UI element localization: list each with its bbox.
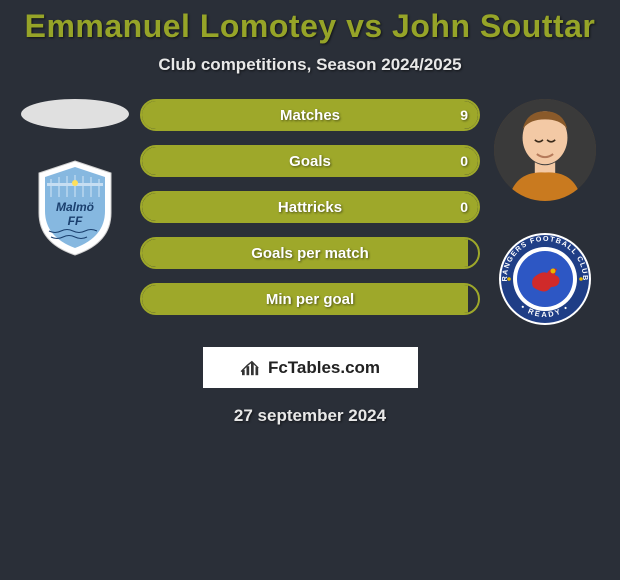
svg-text:FF: FF [68, 214, 83, 228]
barchart-icon [240, 359, 262, 377]
player-left-club-logo: Malmö FF [25, 157, 125, 257]
bar-label: Min per goal [266, 291, 354, 308]
comparison-row: Malmö FF Matches 9 Goals 0 Hattricks 0 Goals p… [0, 97, 620, 329]
watermark-text: FcTables.com [268, 358, 380, 378]
date-text: 27 september 2024 [0, 406, 620, 426]
left-player-column: Malmö FF [20, 97, 130, 257]
page-title: Emmanuel Lomotey vs John Souttar [0, 8, 620, 45]
bar-value-right: 0 [460, 199, 468, 215]
watermark: FcTables.com [203, 347, 418, 388]
stat-bars: Matches 9 Goals 0 Hattricks 0 Goals per match M… [140, 97, 480, 315]
player-left-avatar [21, 99, 129, 129]
bar-label: Goals [289, 153, 331, 170]
stat-bar: Goals 0 [140, 145, 480, 177]
bar-value-right: 9 [460, 107, 468, 123]
subtitle: Club competitions, Season 2024/2025 [0, 55, 620, 75]
stat-bar: Matches 9 [140, 99, 480, 131]
svg-text:Malmö: Malmö [56, 200, 94, 214]
bar-label: Matches [280, 107, 340, 124]
right-player-column: RANGERS FOOTBALL CLUB • READY • [490, 97, 600, 329]
player-right-club-logo: RANGERS FOOTBALL CLUB • READY • [495, 229, 595, 329]
bar-label: Hattricks [278, 199, 342, 216]
stat-bar: Hattricks 0 [140, 191, 480, 223]
player-right-avatar [494, 99, 596, 201]
bar-value-right: 0 [460, 153, 468, 169]
bar-label: Goals per match [251, 245, 369, 262]
stat-bar: Min per goal [140, 283, 480, 315]
stat-bar: Goals per match [140, 237, 480, 269]
